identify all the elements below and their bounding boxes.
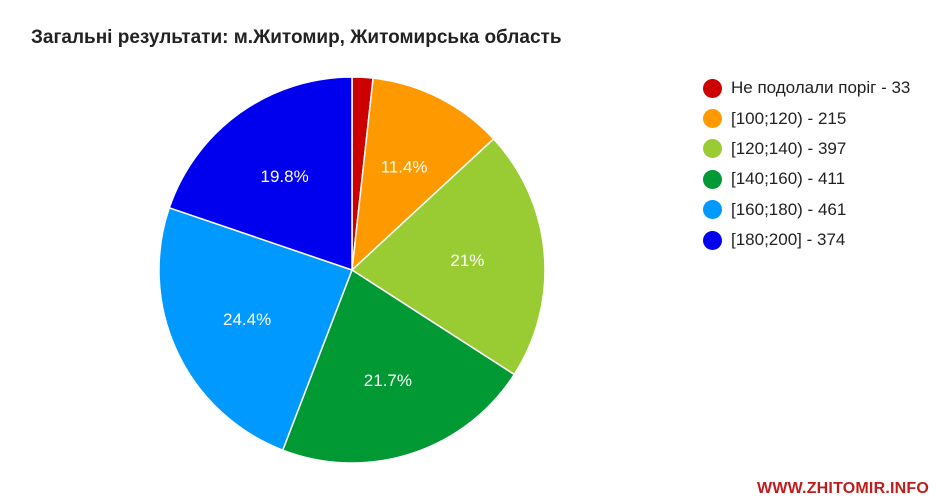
pie-slice-label: 21.7% <box>364 371 412 390</box>
legend-label: [160;180) - 461 <box>731 199 847 219</box>
legend-label: [140;160) - 411 <box>731 169 846 189</box>
pie-slice <box>351 77 495 272</box>
watermark-text: WWW.ZHITOMIR.INFO <box>757 480 929 497</box>
pie-slice-label: 19.8% <box>260 167 308 186</box>
legend-label: Не подолали поріг - 33 <box>731 78 911 98</box>
pie-slice-label: 11.4% <box>381 158 428 177</box>
chart-title: Загальні результати: м.Житомир, Житомирс… <box>31 27 562 48</box>
legend-item: Не подолали поріг - 33 <box>703 73 910 103</box>
legend-item: [160;180) - 461 <box>703 195 910 225</box>
legend-item: [140;160) - 411 <box>703 164 910 194</box>
legend-item: [180;200] - 374 <box>703 225 910 255</box>
legend-label: [120;140) - 397 <box>731 138 847 158</box>
legend-swatch <box>703 230 722 250</box>
legend-swatch <box>703 78 722 98</box>
pie-slice <box>158 206 353 452</box>
legend-item: [100;120) - 215 <box>703 103 910 133</box>
pie-slice <box>281 268 516 464</box>
legend-swatch <box>703 200 722 220</box>
legend-swatch <box>703 109 722 129</box>
legend-swatch <box>703 139 722 159</box>
pie-slice-labels: 11.4% 21% 21.7% 24.4% 19.8% <box>223 158 484 391</box>
legend-label: [180;200] - 374 <box>731 230 846 250</box>
legend-item: [120;140) - 397 <box>703 134 910 164</box>
legend-label: [100;120) - 215 <box>731 108 847 128</box>
legend-swatch <box>703 169 722 189</box>
pie-slice <box>168 76 353 272</box>
pie-slices <box>158 76 546 464</box>
chart-legend: Не подолали поріг - 33 [100;120) - 215 [12… <box>703 73 910 255</box>
pie-slice-label: 24.4% <box>223 310 271 329</box>
pie-slice-label: 21% <box>450 251 484 270</box>
pie-slice <box>350 137 546 376</box>
